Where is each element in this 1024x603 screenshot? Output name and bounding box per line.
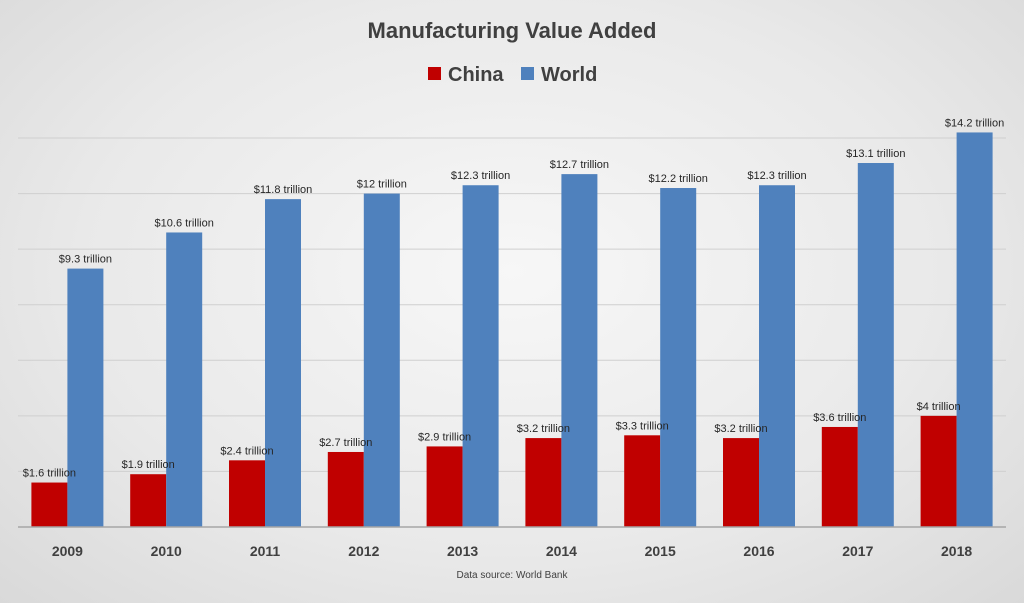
- bar-china-2009: [31, 482, 68, 527]
- x-tick-label-2016: 2016: [743, 543, 774, 559]
- data-label-china-2013: $2.9 trillion: [418, 431, 471, 443]
- data-label-world-2014: $12.7 trillion: [550, 159, 609, 171]
- bar-china-2012: [327, 451, 364, 527]
- bar-china-2010: [130, 474, 167, 527]
- data-label-china-2014: $3.2 trillion: [517, 423, 570, 435]
- x-tick-label-2010: 2010: [151, 543, 182, 559]
- bar-world-2013: [462, 185, 499, 527]
- x-tick-label-2012: 2012: [348, 543, 379, 559]
- bar-world-2009: [67, 268, 104, 527]
- bar-world-2012: [363, 193, 400, 528]
- bar-china-2011: [229, 460, 265, 527]
- bar-china-2014: [525, 438, 562, 527]
- data-label-china-2015: $3.3 trillion: [616, 420, 669, 432]
- data-label-world-2015: $12.2 trillion: [649, 173, 708, 185]
- bar-world-2018: [956, 132, 993, 527]
- bar-china-2018: [920, 415, 957, 527]
- data-label-china-2012: $2.7 trillion: [319, 437, 372, 449]
- bar-world-2017: [857, 163, 894, 527]
- legend-swatch-china: [428, 67, 441, 80]
- data-label-world-2016: $12.3 trillion: [747, 170, 806, 182]
- data-label-world-2009: $9.3 trillion: [59, 254, 112, 266]
- x-tick-label-2017: 2017: [842, 543, 873, 559]
- data-label-china-2011: $2.4 trillion: [220, 445, 273, 457]
- bar-world-2016: [759, 185, 795, 527]
- bar-china-2017: [821, 426, 858, 527]
- x-tick-label-2018: 2018: [941, 543, 972, 559]
- data-label-china-2017: $3.6 trillion: [813, 412, 866, 424]
- x-tick-label-2009: 2009: [52, 543, 83, 559]
- data-label-world-2012: $12 trillion: [357, 179, 407, 191]
- data-label-china-2016: $3.2 trillion: [714, 423, 767, 435]
- legend-swatch-world: [521, 67, 534, 80]
- data-labels: $1.6 trillion $9.3 trillion $1.9 trillion $…: [23, 117, 1004, 479]
- bars: [31, 132, 993, 528]
- data-label-world-2018: $14.2 trillion: [945, 117, 1004, 129]
- bar-world-2010: [166, 232, 203, 527]
- data-label-world-2011: $11.8 trillion: [254, 184, 313, 196]
- bar-world-2011: [265, 199, 301, 527]
- bar-china-2013: [426, 446, 463, 527]
- data-label-world-2013: $12.3 trillion: [451, 170, 510, 182]
- data-label-world-2017: $13.1 trillion: [846, 148, 905, 160]
- bar-world-2014: [561, 174, 598, 527]
- data-label-china-2010: $1.9 trillion: [122, 459, 175, 471]
- data-label-world-2010: $10.6 trillion: [155, 217, 214, 229]
- x-axis-ticks: 2009 2010 2011 2012 2013 2014 2015 2016 2017 2018: [52, 543, 973, 559]
- legend-label-world: World: [541, 64, 597, 86]
- data-label-china-2018: $4 trillion: [917, 401, 961, 413]
- x-tick-label-2014: 2014: [546, 543, 577, 559]
- bar-world-2015: [660, 188, 697, 527]
- data-source-note: Data source: World Bank: [457, 570, 569, 581]
- x-tick-label-2015: 2015: [645, 543, 676, 559]
- chart-title: Manufacturing Value Added: [368, 18, 657, 43]
- legend-label-china: China: [448, 64, 504, 86]
- x-tick-label-2013: 2013: [447, 543, 478, 559]
- data-label-china-2009: $1.6 trillion: [23, 468, 76, 480]
- bar-china-2015: [624, 435, 661, 527]
- bar-china-2016: [723, 438, 759, 527]
- legend: China World: [428, 64, 597, 86]
- x-tick-label-2011: 2011: [250, 543, 281, 559]
